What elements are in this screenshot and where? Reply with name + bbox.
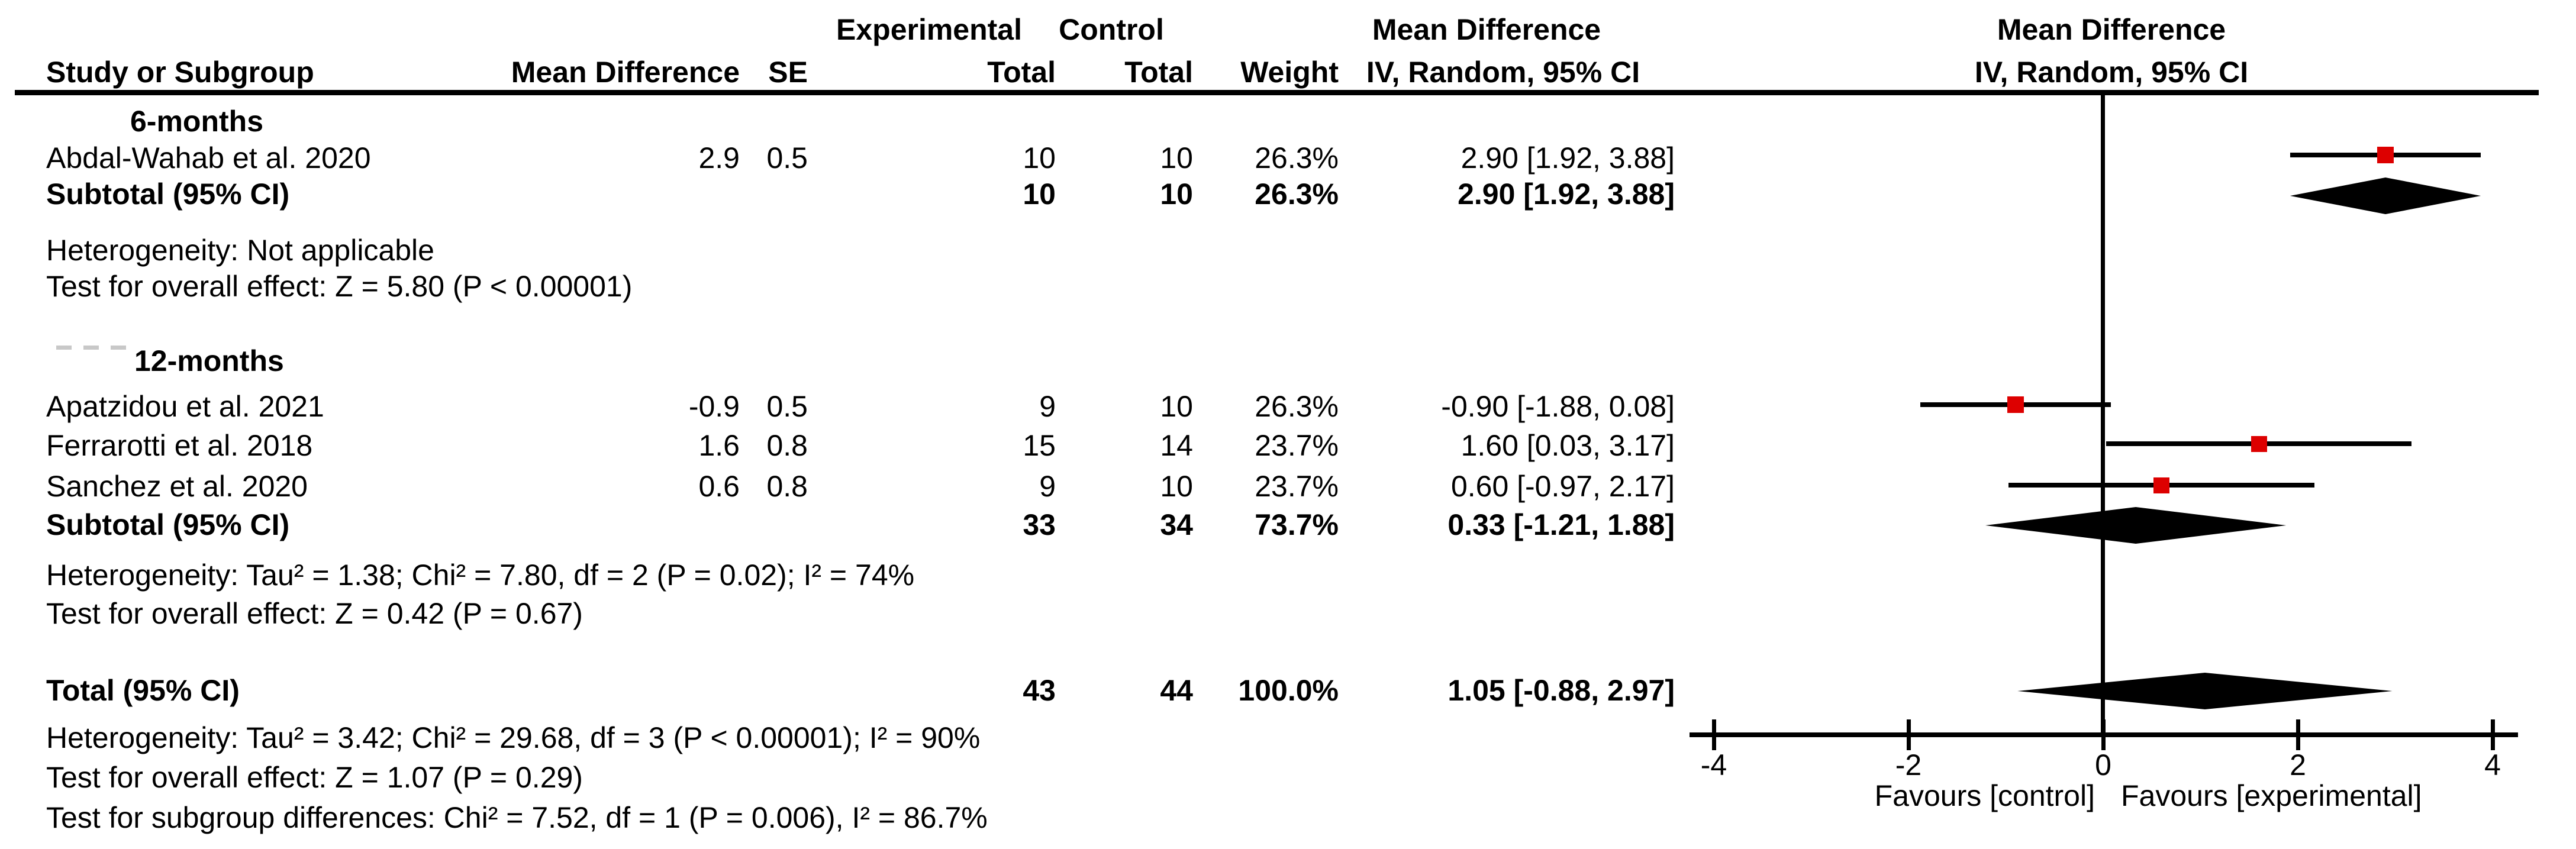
axis-tick-label: -2 (1895, 748, 1922, 782)
study-weight: 26.3% (1255, 390, 1339, 423)
study-weight: 23.7% (1255, 429, 1339, 462)
total-weight: 100.0% (1238, 674, 1339, 707)
axis-tick (1906, 719, 1911, 750)
heterogeneity-line: Heterogeneity: Tau² = 3.42; Chi² = 29.68… (46, 721, 981, 754)
study-ci-text: -0.90 [-1.88, 0.08] (1441, 390, 1675, 423)
heterogeneity-line: Heterogeneity: Tau² = 1.38; Chi² = 7.80,… (46, 559, 915, 592)
subtotal-weight: 26.3% (1255, 177, 1339, 211)
axis-tick (2295, 719, 2300, 750)
header-mean-difference-plot: Mean Difference (1997, 13, 2226, 46)
study-point-marker (2377, 147, 2394, 163)
study-ci-text: 0.60 [-0.97, 2.17] (1450, 470, 1675, 503)
header-se-column: SE (768, 56, 808, 89)
pooled-diamond (2290, 177, 2481, 214)
study-ci-text: 2.90 [1.92, 3.88] (1461, 141, 1675, 175)
subgroup-label-6-months: 6-months (130, 105, 263, 138)
study-total-control: 10 (1160, 390, 1193, 423)
header-iv-random-plot: IV, Random, 95% CI (1974, 56, 2249, 89)
study-name: Apatzidou et al. 2021 (46, 390, 324, 423)
axis-tick-label: 2 (2290, 748, 2306, 782)
study-total-experimental: 9 (1039, 470, 1056, 503)
study-total-experimental: 15 (1023, 429, 1056, 462)
zero-line (2101, 95, 2105, 735)
subtotal-total-experimental: 10 (1023, 177, 1056, 211)
header-divider-rule (15, 90, 2539, 95)
total-total-experimental: 43 (1023, 674, 1056, 707)
favours-experimental-label: Favours [experimental] (2121, 779, 2422, 812)
study-name: Abdal-Wahab et al. 2020 (46, 141, 371, 175)
study-point-marker (2007, 396, 2024, 413)
header-control: Control (1059, 13, 1164, 46)
total-total-control: 44 (1160, 674, 1193, 707)
study-point-marker (2251, 435, 2267, 452)
pooled-diamond (2017, 673, 2393, 709)
study-weight: 23.7% (1255, 470, 1339, 503)
study-point-marker (2153, 477, 2170, 493)
subtotal-label: Subtotal (95% CI) (46, 177, 290, 211)
redaction-artifact (56, 346, 126, 350)
study-se: 0.5 (766, 141, 808, 175)
study-weight: 26.3% (1255, 141, 1339, 175)
subtotal-total-control: 34 (1160, 508, 1193, 541)
study-se: 0.5 (766, 390, 808, 423)
axis-tick-label: 4 (2484, 748, 2501, 782)
subtotal-total-experimental: 33 (1023, 508, 1056, 541)
overall-effect-line: Test for overall effect: Z = 5.80 (P < 0… (46, 270, 633, 303)
study-ci-text: 1.60 [0.03, 3.17] (1461, 429, 1675, 462)
study-se: 0.8 (766, 470, 808, 503)
study-total-experimental: 9 (1039, 390, 1056, 423)
header-experimental: Experimental (836, 13, 1023, 46)
header-md-column: Mean Difference (511, 56, 740, 89)
header-total-control: Total (1124, 56, 1193, 89)
axis-tick (1711, 719, 1716, 750)
total-ci-text: 1.05 [-0.88, 2.97] (1447, 674, 1675, 707)
study-md: 2.9 (698, 141, 740, 175)
subtotal-label: Subtotal (95% CI) (46, 508, 290, 541)
header-weight-column: Weight (1240, 56, 1339, 89)
study-total-control: 10 (1160, 141, 1193, 175)
pooled-diamond (1985, 507, 2287, 544)
subtotal-ci-text: 0.33 [-1.21, 1.88] (1447, 508, 1675, 541)
study-total-control: 14 (1160, 429, 1193, 462)
favours-control-label: Favours [control] (1874, 779, 2095, 812)
header-total-experimental: Total (987, 56, 1056, 89)
subgroup-differences-line: Test for subgroup differences: Chi² = 7.… (46, 801, 988, 834)
header-study-or-subgroup: Study or Subgroup (46, 56, 314, 89)
study-total-experimental: 10 (1023, 141, 1056, 175)
study-md: -0.9 (688, 390, 740, 423)
header-mean-difference-text: Mean Difference (1372, 13, 1601, 46)
study-total-control: 10 (1160, 470, 1193, 503)
subtotal-total-control: 10 (1160, 177, 1193, 211)
study-md: 0.6 (698, 470, 740, 503)
study-se: 0.8 (766, 429, 808, 462)
header-iv-random-text: IV, Random, 95% CI (1366, 56, 1640, 89)
overall-effect-line: Test for overall effect: Z = 0.42 (P = 0… (46, 597, 583, 630)
axis-tick-label: 0 (2095, 748, 2111, 782)
overall-effect-line: Test for overall effect: Z = 1.07 (P = 0… (46, 761, 583, 794)
axis-tick (2101, 719, 2106, 750)
axis-tick-label: -4 (1700, 748, 1727, 782)
total-label: Total (95% CI) (46, 674, 240, 707)
heterogeneity-line: Heterogeneity: Not applicable (46, 234, 434, 267)
subtotal-ci-text: 2.90 [1.92, 3.88] (1458, 177, 1675, 211)
subgroup-label-12-months: 12-months (134, 344, 284, 377)
study-name: Sanchez et al. 2020 (46, 470, 308, 503)
study-name: Ferrarotti et al. 2018 (46, 429, 313, 462)
study-md: 1.6 (698, 429, 740, 462)
subtotal-weight: 73.7% (1255, 508, 1339, 541)
axis-tick (2490, 719, 2495, 750)
